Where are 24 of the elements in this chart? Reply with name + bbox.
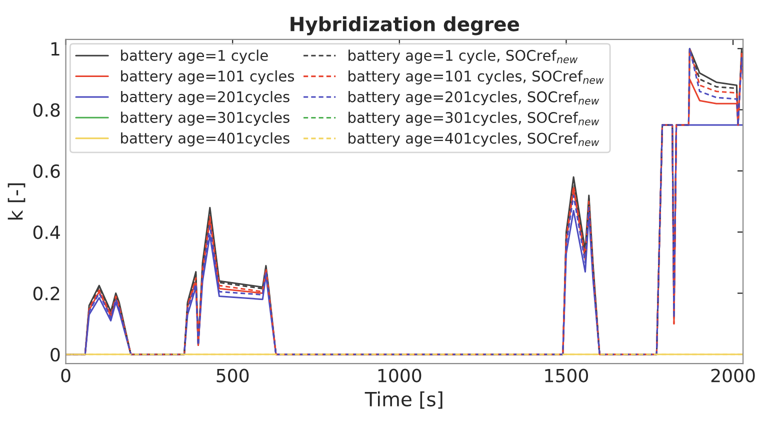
legend-label: battery age=1 cycle, SOCref$_{new}$ (348, 50, 578, 64)
legend-label: battery age=401cycles, SOCref$_{new}$ (348, 132, 600, 147)
legend-label: battery age=201cycles (121, 90, 290, 106)
x-tick-label: 1000 (378, 368, 422, 382)
legend-label: battery age=401cycles (121, 132, 290, 146)
y-tick-label: 0.4 (33, 226, 60, 240)
y-tick-label: 1 (51, 42, 60, 56)
x-tick-label: 1500 (545, 368, 588, 382)
x-axis-title: Time [s] (364, 391, 442, 409)
y-tick-label: 0.2 (33, 286, 60, 300)
x-tick-label: 500 (216, 368, 249, 382)
y-tick-label: 0 (50, 348, 60, 362)
chart-title: Hybridization degree (290, 16, 520, 36)
legend-label: battery age=301cycles, SOCref$_{new}$ (348, 112, 600, 126)
legend-label: battery age=101 cycles, SOCref$_{new}$ (348, 70, 604, 84)
legend-label: battery age=101 cycles (121, 70, 294, 84)
y-axis-title: k [-] (8, 183, 26, 220)
legend-label: battery age=301cycles (121, 112, 290, 126)
legend-label: battery age=201cycles, SOCref$_{new}$ (348, 91, 600, 106)
legend-label: battery age=1 cycle (121, 50, 268, 64)
y-tick-label: 0.8 (33, 103, 60, 117)
x-tick-label: 2000 (711, 368, 755, 382)
y-tick-label: 0.6 (33, 164, 60, 178)
x-tick-label: 0 (61, 368, 70, 382)
